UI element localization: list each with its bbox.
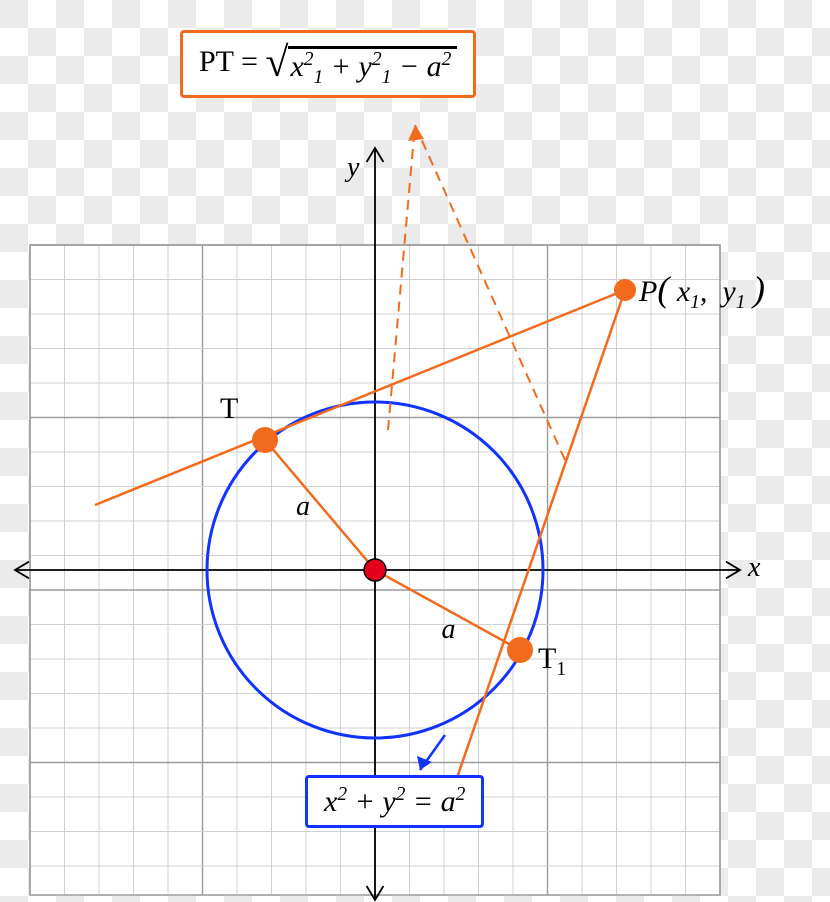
radius-label-OT: a xyxy=(296,491,310,523)
point-T-label: T xyxy=(220,392,238,426)
point-P-label: P( x1, y1 ) xyxy=(639,268,765,314)
tangent-length-formula: PT = √ x21 + y21 − a2 xyxy=(180,30,476,98)
x-axis-label: x xyxy=(748,552,760,584)
radius-label-OT1: a xyxy=(442,614,456,646)
formula-lhs: PT = xyxy=(199,45,265,78)
diagram-stage: PT = √ x21 + y21 − a2 x2 + y2 = a2 x y T… xyxy=(0,0,830,902)
diagram-svg xyxy=(0,0,830,902)
point-T1-label: T1 xyxy=(538,642,566,681)
y-axis-label: y xyxy=(347,152,359,184)
circle-equation-formula: x2 + y2 = a2 xyxy=(305,775,484,828)
